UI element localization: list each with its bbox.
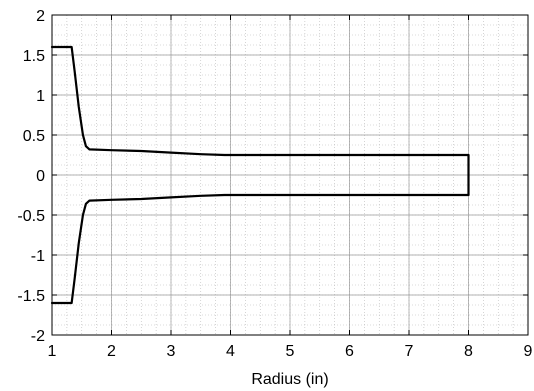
y-tick-label: 0.5 <box>23 128 45 145</box>
y-tick-label: 0 <box>36 168 45 185</box>
y-tick-label: 2 <box>36 8 45 25</box>
x-tick-label: 3 <box>167 343 176 360</box>
x-tick-label: 1 <box>48 343 57 360</box>
y-tick-label: -2 <box>31 328 45 345</box>
x-tick-label: 8 <box>464 343 473 360</box>
x-tick-label: 6 <box>345 343 354 360</box>
series-line <box>50 45 470 305</box>
tick-marks <box>51 14 529 336</box>
y-tick-labels: -2 -1.5 -1 -0.5 0 0.5 1 1.5 2 <box>17 8 45 345</box>
y-tick-label: 1 <box>36 88 45 105</box>
x-axis-title: Radius (in) <box>251 371 328 388</box>
x-tick-label: 9 <box>524 343 533 360</box>
major-grid <box>51 14 529 336</box>
y-tick-label: -1 <box>31 248 45 265</box>
y-tick-label: -0.5 <box>17 208 45 225</box>
y-tick-label: 1.5 <box>23 48 45 65</box>
y-tick-label: -1.5 <box>17 288 45 305</box>
x-tick-label: 2 <box>107 343 116 360</box>
x-tick-label: 4 <box>226 343 235 360</box>
x-tick-labels: 1 2 3 4 5 6 7 8 9 <box>48 343 533 360</box>
x-tick-label: 5 <box>286 343 295 360</box>
series-layer <box>50 45 470 305</box>
x-tick-label: 7 <box>405 343 414 360</box>
